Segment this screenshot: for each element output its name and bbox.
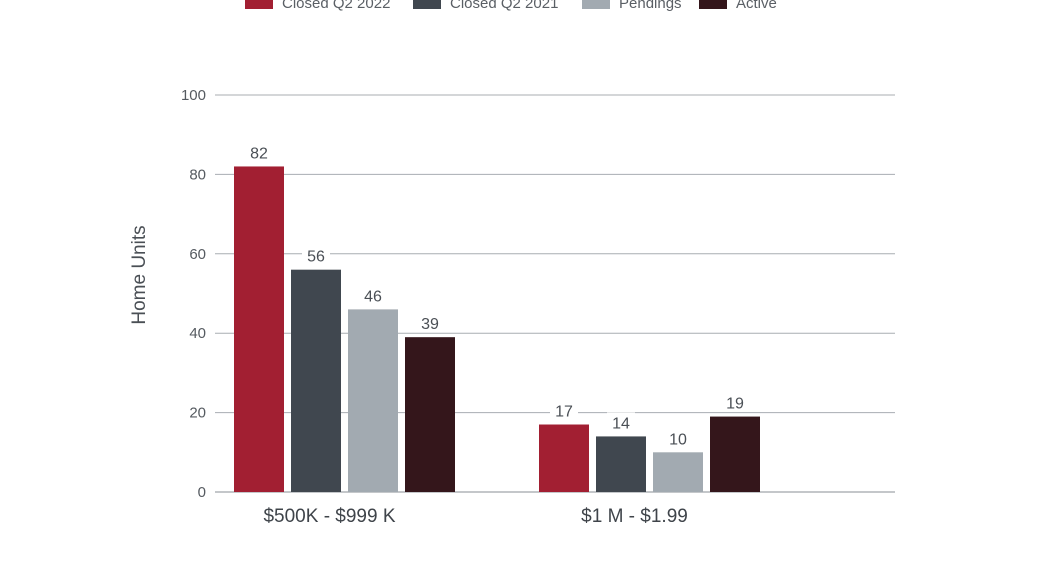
category-labels: $500K - $999 K $1 M - $1.99 <box>263 506 687 527</box>
data-label-closed-q2-2022-500k-999-k: 82 <box>250 145 268 162</box>
y-tick-label-40: 40 <box>189 325 206 342</box>
bar-active-500k-999-k <box>405 337 455 492</box>
bar-pendings-1-m-1-99 <box>653 452 703 492</box>
y-axis-ticks: 0 20 40 60 80 100 <box>181 87 206 501</box>
y-tick-label-0: 0 <box>198 484 206 501</box>
data-label-backing <box>550 400 578 419</box>
category-label-1-m-1-99: $1 M - $1.99 <box>581 506 688 527</box>
legend-swatch-closed-q2-2021 <box>413 0 441 9</box>
y-axis-title: Home Units <box>129 225 150 324</box>
data-label-closed-q2-2021-1-m-1-99: 14 <box>612 415 630 432</box>
data-label-pendings-1-m-1-99: 10 <box>669 431 687 448</box>
data-label-pendings-500k-999-k: 46 <box>364 288 382 305</box>
legend-label-closed-q2-2022: Closed Q2 2022 <box>282 0 390 12</box>
y-tick-label-80: 80 <box>189 166 206 183</box>
bar-closed-q2-2022-1-m-1-99 <box>539 424 589 492</box>
legend-swatch-closed-q2-2022 <box>245 0 273 9</box>
y-tick-label-60: 60 <box>189 246 206 263</box>
bar-closed-q2-2021-500k-999-k <box>291 269 341 492</box>
data-label-active-1-m-1-99: 19 <box>726 396 744 413</box>
bar-closed-q2-2021-1-m-1-99 <box>596 436 646 492</box>
bar-pendings-500k-999-k <box>348 309 398 492</box>
legend-swatch-pendings <box>582 0 610 9</box>
data-label-active-500k-999-k: 39 <box>421 316 439 333</box>
legend-label-active: Active <box>736 0 777 12</box>
data-label-backing <box>416 313 444 332</box>
legend-label-closed-q2-2021: Closed Q2 2021 <box>450 0 558 12</box>
data-label-backing <box>721 392 749 411</box>
bar-closed-q2-2022-500k-999-k <box>234 166 284 492</box>
data-label-backing <box>302 245 330 264</box>
legend-swatch-active <box>699 0 727 9</box>
data-label-backing <box>245 142 273 161</box>
data-labels: 82 56 46 39 17 14 10 19 <box>245 142 749 448</box>
data-label-backing <box>664 428 692 447</box>
bars <box>234 166 760 492</box>
data-label-closed-q2-2021-500k-999-k: 56 <box>307 249 325 266</box>
legend: Closed Q2 2022 Closed Q2 2021 Pendings Acti… <box>245 0 777 12</box>
category-label-500k-999-k: $500K - $999 K <box>263 506 395 527</box>
data-label-backing <box>607 412 635 431</box>
data-label-backing <box>359 285 387 304</box>
y-tick-label-100: 100 <box>181 87 206 104</box>
bar-active-1-m-1-99 <box>710 416 760 492</box>
legend-label-pendings: Pendings <box>619 0 682 12</box>
y-tick-label-20: 20 <box>189 405 206 422</box>
data-label-closed-q2-2022-1-m-1-99: 17 <box>555 404 573 421</box>
